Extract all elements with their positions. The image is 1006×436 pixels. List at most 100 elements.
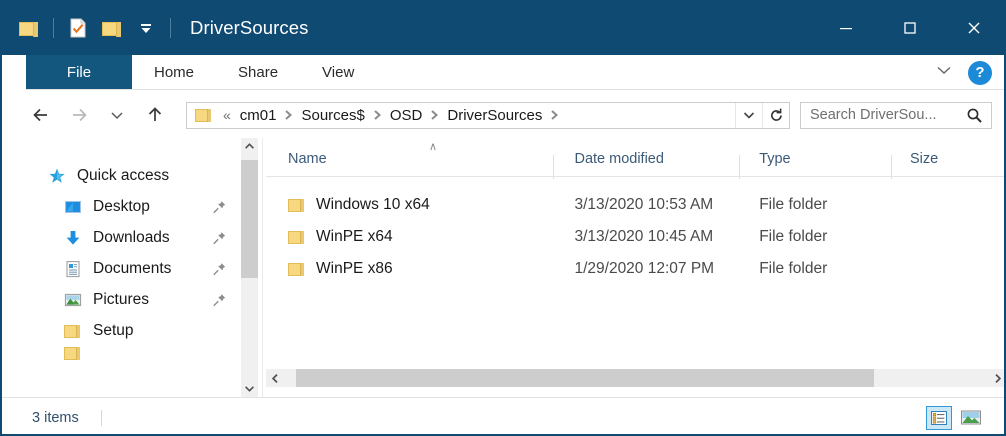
status-divider <box>100 409 102 426</box>
chevron-right-icon[interactable] <box>546 109 563 121</box>
sidebar-item-setup[interactable]: Setup <box>26 315 241 346</box>
tab-home[interactable]: Home <box>154 64 195 81</box>
cell-name: WinPE x64 <box>266 228 554 246</box>
chevron-right-icon[interactable] <box>369 109 386 121</box>
window-title: DriverSources <box>190 16 309 38</box>
sidebar-item-label: Pictures <box>93 290 149 308</box>
desktop-icon <box>64 198 86 216</box>
table-row[interactable]: WinPE x86 1/29/2020 12:07 PM File folder <box>266 253 1006 285</box>
close-button[interactable] <box>942 0 1006 55</box>
scroll-right-icon[interactable] <box>988 369 1006 387</box>
file-name: WinPE x86 <box>316 260 393 277</box>
star-icon <box>48 167 70 185</box>
scrollbar-thumb[interactable] <box>296 369 874 387</box>
file-list-pane: ∧ Name Date modified Type Size <box>266 138 1006 397</box>
recent-locations-button[interactable] <box>100 98 134 132</box>
sidebar-item-desktop[interactable]: Desktop <box>26 191 241 222</box>
ribbon-divider <box>26 89 1006 90</box>
cell-type: File folder <box>759 260 828 277</box>
folder-icon[interactable] <box>97 13 127 43</box>
sidebar-item-downloads[interactable]: Downloads <box>26 222 241 253</box>
navigation-scrollbar[interactable] <box>241 138 258 397</box>
scroll-down-icon[interactable] <box>241 380 258 397</box>
large-icons-view-button[interactable] <box>958 406 984 430</box>
navigation-buttons <box>24 98 172 132</box>
sidebar-item-partial[interactable] <box>26 346 241 360</box>
file-rows: Windows 10 x64 3/13/2020 10:53 AM File f… <box>266 177 1006 285</box>
table-row[interactable]: WinPE x64 3/13/2020 10:45 AM File folder <box>266 221 1006 253</box>
sidebar-item-label: Desktop <box>93 197 150 215</box>
column-header-size[interactable]: Size <box>892 151 1006 176</box>
column-header-date-modified[interactable]: Date modified <box>554 151 741 179</box>
checkbox-document-icon[interactable] <box>63 13 93 43</box>
chevron-down-icon[interactable] <box>131 13 161 43</box>
column-divider[interactable] <box>739 155 741 179</box>
cell-type: File folder <box>759 228 828 245</box>
folder-icon <box>288 262 305 276</box>
search-input[interactable]: Search DriverSou... <box>800 101 992 129</box>
file-name: WinPE x64 <box>316 228 393 245</box>
folder-icon <box>187 108 218 122</box>
title-bar: DriverSources <box>0 0 1006 55</box>
breadcrumb-overflow[interactable]: « <box>223 107 231 123</box>
breadcrumb-item-osd[interactable]: OSD <box>389 106 423 124</box>
tab-share[interactable]: Share <box>238 64 279 81</box>
chevron-right-icon[interactable] <box>280 109 297 121</box>
toolbar-divider <box>53 17 54 38</box>
tab-view[interactable]: View <box>322 64 355 81</box>
folder-icon <box>288 198 305 212</box>
chevron-right-icon[interactable] <box>426 109 443 121</box>
column-divider[interactable] <box>553 155 555 179</box>
scrollbar-track[interactable] <box>284 369 988 387</box>
breadcrumb-item-cm01[interactable]: cm01 <box>239 106 277 124</box>
window-border-left <box>0 55 2 436</box>
folder-icon <box>64 346 86 360</box>
chevron-down-icon[interactable] <box>934 60 954 85</box>
toolbar-divider <box>170 17 171 38</box>
explorer-content: Quick access Desktop <box>26 138 1006 397</box>
column-label: Size <box>909 151 939 167</box>
sidebar-item-label: Downloads <box>93 228 170 246</box>
column-header-name[interactable]: Name <box>266 151 555 179</box>
pin-icon[interactable] <box>212 292 227 307</box>
item-count: 3 items <box>32 409 79 426</box>
breadcrumb[interactable]: « cm01 Sources$ OSD DriverSources <box>186 101 790 129</box>
ribbon-tabs: File Home Share View ? <box>0 55 1006 90</box>
refresh-icon[interactable] <box>762 102 789 128</box>
download-icon <box>64 229 86 247</box>
help-button[interactable]: ? <box>968 60 992 85</box>
column-header-type[interactable]: Type <box>740 151 892 179</box>
tab-file[interactable]: File <box>26 55 132 90</box>
scroll-left-icon[interactable] <box>266 369 284 387</box>
sidebar-item-label: Setup <box>93 321 134 339</box>
pin-icon[interactable] <box>212 199 227 214</box>
view-mode-buttons <box>926 405 984 430</box>
details-view-button[interactable] <box>926 405 952 430</box>
scrollbar-thumb[interactable] <box>241 160 258 278</box>
folder-icon <box>64 324 86 338</box>
pane-splitter[interactable] <box>262 138 263 397</box>
table-row[interactable]: Windows 10 x64 3/13/2020 10:53 AM File f… <box>266 189 1006 221</box>
picture-icon <box>64 291 86 309</box>
address-dropdown-icon[interactable] <box>735 102 762 128</box>
column-divider[interactable] <box>890 155 892 179</box>
maximize-button[interactable] <box>878 0 942 55</box>
breadcrumb-item-sources[interactable]: Sources$ <box>301 106 365 124</box>
pin-icon[interactable] <box>212 261 227 276</box>
sort-ascending-icon: ∧ <box>429 141 438 153</box>
cell-name: WinPE x86 <box>266 260 554 278</box>
sidebar-item-documents[interactable]: Documents <box>26 253 241 284</box>
sidebar-item-quick-access[interactable]: Quick access <box>26 160 241 191</box>
folder-icon[interactable] <box>14 13 44 43</box>
up-button[interactable] <box>138 98 172 132</box>
column-headers: ∧ Name Date modified Type Size <box>266 138 1006 179</box>
minimize-button[interactable] <box>814 0 878 55</box>
breadcrumb-item-driversources[interactable]: DriverSources <box>447 106 543 124</box>
cell-type: File folder <box>759 196 828 213</box>
search-icon[interactable] <box>964 107 991 124</box>
sidebar-item-pictures[interactable]: Pictures <box>26 284 241 315</box>
scroll-up-icon[interactable] <box>241 138 258 155</box>
back-button[interactable] <box>24 98 58 132</box>
pin-icon[interactable] <box>212 230 227 245</box>
horizontal-scrollbar[interactable] <box>266 369 1006 387</box>
